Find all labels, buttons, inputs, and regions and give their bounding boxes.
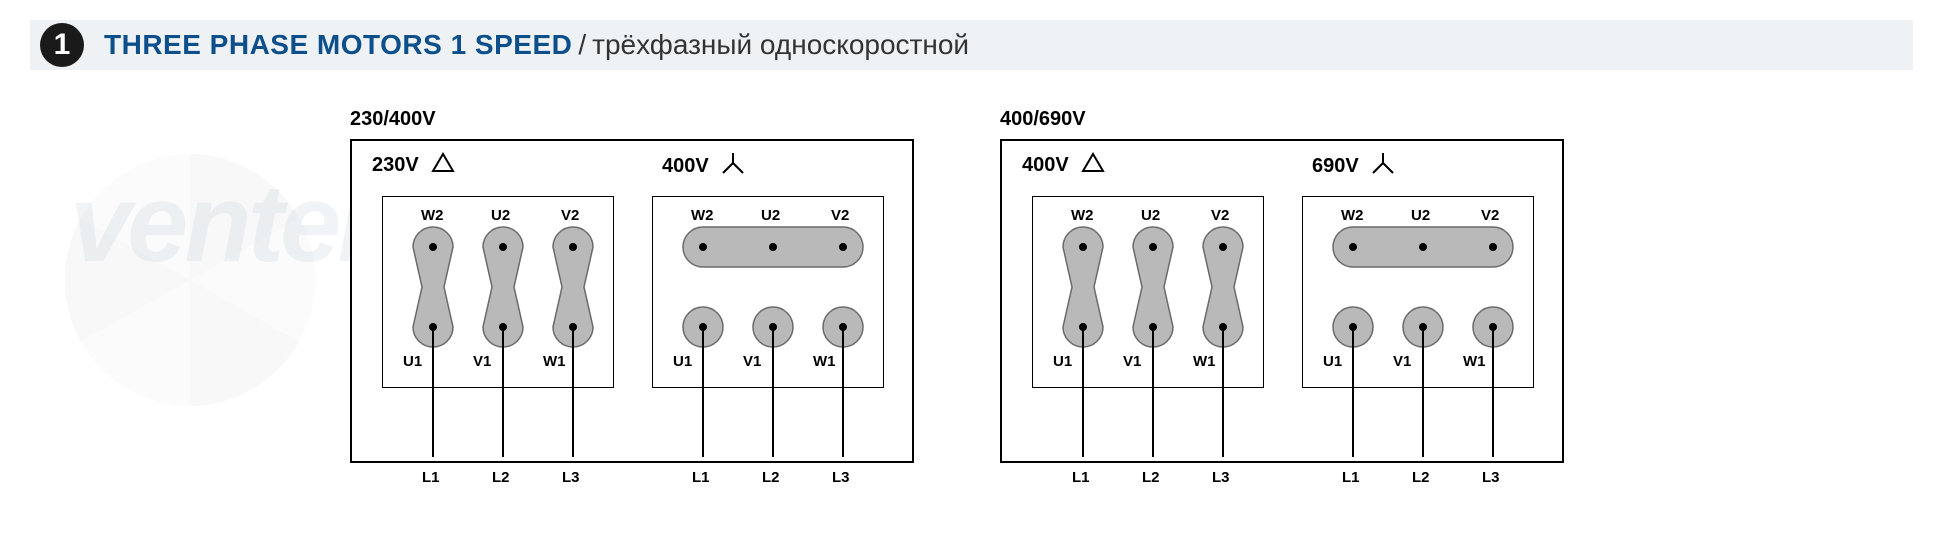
panel-voltage: 400V [662, 155, 709, 178]
watermark-fan [50, 140, 330, 420]
group-voltage-label: 230/400V [350, 108, 914, 131]
delta-icon [429, 151, 457, 179]
terminal-label-bottom: W1 [1463, 353, 1486, 370]
outer-box: 230VW2U2V2U1V1W1L1L2L3400VW2U2V2U1V1W1L1… [350, 139, 914, 463]
terminal-label-top: V2 [561, 207, 579, 224]
terminal-label-bottom: V1 [1123, 353, 1141, 370]
panel-voltage: 230V [372, 154, 419, 177]
terminal-label-top: W2 [421, 207, 444, 224]
terminal-board: W2 U2 V2 U1 V1 W1 [652, 196, 884, 388]
outer-box: 400VW2U2V2U1V1W1L1L2L3690VW2U2V2U1V1W1L1… [1000, 139, 1564, 463]
line-label: L3 [562, 469, 580, 486]
panel-header: 400V [662, 151, 747, 181]
section-header: 1 THREE PHASE MOTORS 1 SPEED / трёхфазны… [30, 20, 1913, 70]
terminal-board: W2 U2 V2 U1 V1 W1 [1032, 196, 1264, 388]
terminal-label-bottom: U1 [673, 353, 692, 370]
line-label: L2 [1142, 469, 1160, 486]
terminal-label-top: U2 [491, 207, 510, 224]
terminal-label-top: W2 [1071, 207, 1094, 224]
group-voltage-label: 400/690V [1000, 108, 1564, 131]
panel-voltage: 690V [1312, 155, 1359, 178]
terminal-board: W2 U2 V2 U1 V1 W1 [1302, 196, 1534, 388]
terminal-label-bottom: V1 [473, 353, 491, 370]
terminal-label-top: V2 [1481, 207, 1499, 224]
terminal-label-top: U2 [1141, 207, 1160, 224]
title-english: THREE PHASE MOTORS 1 SPEED [104, 29, 572, 61]
star-icon [719, 151, 747, 181]
star-icon [1369, 151, 1397, 181]
line-label: L3 [1482, 469, 1500, 486]
panel-header: 400V [1022, 151, 1107, 179]
watermark-text: ventel [70, 160, 364, 287]
line-label: L1 [422, 469, 440, 486]
terminal-label-top: V2 [1211, 207, 1229, 224]
title-russian: трёхфазный односкоростной [592, 29, 969, 61]
terminal-label-top: V2 [831, 207, 849, 224]
terminal-label-bottom: V1 [743, 353, 761, 370]
panel-header: 690V [1312, 151, 1397, 181]
terminal-label-bottom: U1 [403, 353, 422, 370]
voltage-group: 230/400V230VW2U2V2U1V1W1L1L2L3400VW2U2V2… [350, 108, 914, 463]
line-label: L3 [1212, 469, 1230, 486]
terminal-label-top: U2 [761, 207, 780, 224]
line-label: L1 [692, 469, 710, 486]
line-label: L1 [1072, 469, 1090, 486]
title-separator: / [578, 29, 586, 61]
terminal-label-bottom: W1 [543, 353, 566, 370]
terminal-board: W2 U2 V2 U1 V1 W1 [382, 196, 614, 388]
terminal-label-bottom: U1 [1053, 353, 1072, 370]
terminal-label-bottom: W1 [1193, 353, 1216, 370]
line-label: L1 [1342, 469, 1360, 486]
line-label: L2 [762, 469, 780, 486]
terminal-label-bottom: V1 [1393, 353, 1411, 370]
terminal-label-top: U2 [1411, 207, 1430, 224]
delta-icon [1079, 151, 1107, 179]
terminal-label-top: W2 [1341, 207, 1364, 224]
line-label: L3 [832, 469, 850, 486]
section-number-badge: 1 [40, 23, 84, 67]
panel-header: 230V [372, 151, 457, 179]
terminal-label-top: W2 [691, 207, 714, 224]
panel-voltage: 400V [1022, 154, 1069, 177]
terminal-label-bottom: U1 [1323, 353, 1342, 370]
line-label: L2 [1412, 469, 1430, 486]
voltage-group: 400/690V400VW2U2V2U1V1W1L1L2L3690VW2U2V2… [1000, 108, 1564, 463]
line-label: L2 [492, 469, 510, 486]
terminal-label-bottom: W1 [813, 353, 836, 370]
